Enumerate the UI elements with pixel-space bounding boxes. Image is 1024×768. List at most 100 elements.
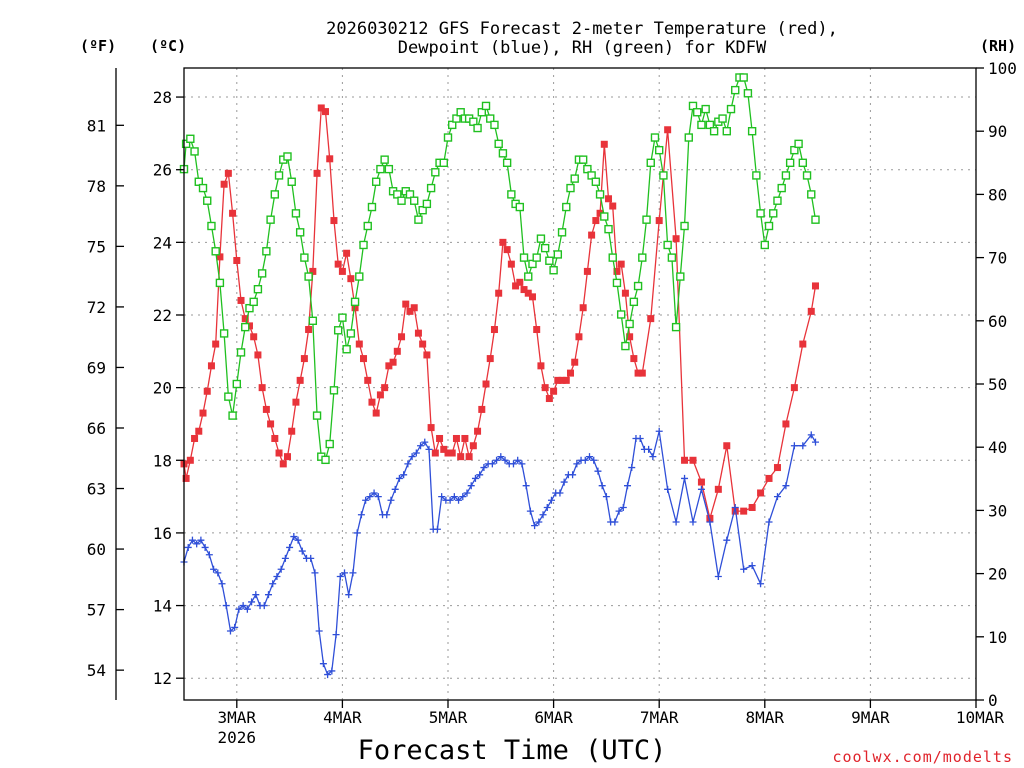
dewpoint-point bbox=[201, 543, 209, 551]
temperature-point bbox=[617, 260, 625, 268]
x-tick-label: 9MAR bbox=[851, 708, 890, 727]
rh-point bbox=[410, 196, 419, 205]
rh-point bbox=[553, 250, 563, 259]
temperature-point bbox=[191, 434, 199, 442]
rh-tick-label: 20 bbox=[988, 565, 1007, 584]
dewpoint-point bbox=[341, 569, 349, 577]
rh-point bbox=[591, 177, 601, 186]
dewpoint-point bbox=[765, 518, 773, 526]
x-year-label: 2026 bbox=[218, 728, 257, 747]
dewpoint-point bbox=[336, 573, 344, 581]
rh-point bbox=[363, 221, 372, 231]
temperature-point bbox=[672, 235, 680, 243]
temperature-point bbox=[681, 456, 689, 464]
celsius-tick-label: 12 bbox=[153, 669, 172, 688]
temperature-point bbox=[326, 155, 334, 163]
dewpoint-point bbox=[790, 442, 798, 450]
temperature-point bbox=[533, 326, 541, 334]
dewpoint-point bbox=[264, 591, 272, 599]
rh-point bbox=[304, 272, 313, 281]
temperature-point bbox=[457, 453, 465, 461]
dewpoint-point bbox=[539, 511, 547, 519]
temperature-point bbox=[579, 304, 587, 312]
dewpoint-point bbox=[594, 467, 602, 475]
temperature-point bbox=[499, 238, 507, 246]
dewpoint-point bbox=[740, 565, 748, 573]
temperature-point bbox=[773, 464, 781, 472]
grid-lines bbox=[184, 68, 976, 700]
fahrenheit-tick-label: 57 bbox=[87, 601, 106, 620]
temperature-point bbox=[207, 362, 215, 370]
rh-point bbox=[494, 139, 503, 149]
temperature-point bbox=[765, 474, 773, 482]
dewpoint-point bbox=[450, 493, 458, 501]
temperature-point bbox=[322, 108, 330, 116]
rh-point bbox=[528, 259, 537, 269]
temperature-point bbox=[550, 387, 558, 395]
dewpoint-point bbox=[619, 503, 627, 511]
rh-tick-label: 60 bbox=[988, 312, 1007, 331]
rh-point bbox=[604, 224, 613, 234]
temperature-point bbox=[398, 333, 406, 341]
dewpoint-point bbox=[226, 627, 234, 635]
temperature-point bbox=[254, 351, 262, 359]
temperature-point bbox=[554, 376, 562, 384]
dewpoint-point bbox=[433, 525, 441, 533]
dewpoint-point bbox=[290, 533, 298, 541]
temperature-point bbox=[414, 329, 422, 337]
rh-point bbox=[540, 243, 550, 253]
dewpoint-point bbox=[395, 474, 403, 482]
fahrenheit-tick-label: 54 bbox=[87, 661, 106, 680]
temperature-point bbox=[609, 202, 617, 210]
temperature-point bbox=[562, 376, 570, 384]
rh-point bbox=[705, 120, 715, 130]
temperature-point bbox=[220, 180, 228, 188]
dewpoint-series bbox=[180, 427, 819, 679]
rh-point bbox=[215, 278, 225, 288]
rh-point bbox=[342, 345, 351, 354]
dewpoint-point bbox=[522, 482, 530, 490]
temperature-point bbox=[317, 104, 325, 112]
rh-point bbox=[355, 272, 364, 281]
rh-point bbox=[790, 145, 799, 155]
dewpoint-point bbox=[332, 631, 340, 639]
dewpoint-point bbox=[248, 598, 256, 606]
temperature-point bbox=[360, 355, 368, 363]
dewpoint-point bbox=[509, 460, 517, 468]
rh-point bbox=[241, 322, 250, 332]
dewpoint-point bbox=[214, 569, 222, 577]
dewpoint-point bbox=[757, 580, 765, 588]
temperature-point bbox=[279, 460, 287, 468]
rh-point bbox=[338, 313, 347, 322]
rh-point bbox=[600, 212, 609, 221]
rh-point bbox=[655, 145, 664, 155]
temperature-point bbox=[203, 387, 211, 395]
temperature-point bbox=[811, 282, 819, 290]
dewpoint-point bbox=[353, 529, 361, 537]
dewpoint-point bbox=[235, 605, 243, 613]
rh-point bbox=[502, 158, 512, 168]
temperature-point bbox=[364, 376, 372, 384]
rh-point bbox=[718, 114, 727, 123]
temperature-point bbox=[309, 267, 317, 275]
rh-point bbox=[270, 190, 280, 199]
temperature-point bbox=[410, 304, 418, 312]
dewpoint-point bbox=[573, 460, 581, 468]
rh-point bbox=[608, 253, 617, 262]
temperature-point bbox=[431, 449, 439, 457]
temperature-point bbox=[343, 249, 351, 257]
temperature-point bbox=[714, 485, 722, 493]
rh-point bbox=[507, 190, 516, 199]
rh-point bbox=[190, 147, 199, 156]
dewpoint-point bbox=[655, 427, 663, 435]
rh-point bbox=[659, 171, 668, 180]
rh-point bbox=[633, 281, 643, 291]
rh-point bbox=[426, 183, 436, 193]
rh-point bbox=[570, 174, 579, 183]
dewpoint-point bbox=[514, 456, 522, 464]
temperature-point bbox=[292, 398, 300, 406]
rh-point bbox=[443, 133, 453, 142]
rh-tick-label: 0 bbox=[988, 691, 998, 710]
dewpoint-point bbox=[581, 456, 589, 464]
temperature-point bbox=[452, 434, 460, 442]
